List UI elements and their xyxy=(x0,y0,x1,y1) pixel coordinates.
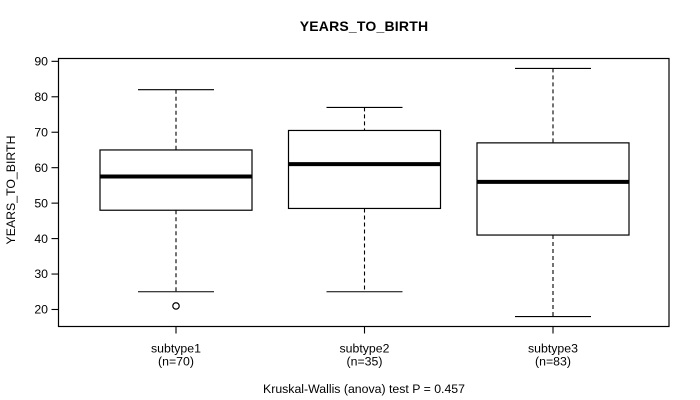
iqr-box xyxy=(99,149,253,211)
x-tick-label: subtype2 xyxy=(340,342,390,356)
x-tick-sublabel: (n=35) xyxy=(347,355,383,369)
x-tick-sublabel: (n=83) xyxy=(535,355,571,369)
y-tick-label: 20 xyxy=(34,303,48,317)
stats-footnote: Kruskal-Wallis (anova) test P = 0.457 xyxy=(263,382,465,396)
x-tick-label: subtype1 xyxy=(151,342,201,356)
iqr-box xyxy=(476,142,630,236)
y-tick-label: 50 xyxy=(34,196,48,210)
x-tick-label: subtype3 xyxy=(528,342,578,356)
y-tick-label: 80 xyxy=(34,90,48,104)
chart-title: YEARS_TO_BIRTH xyxy=(299,18,429,34)
y-tick-label: 30 xyxy=(34,267,48,281)
iqr-box xyxy=(287,129,442,210)
y-tick-label: 70 xyxy=(34,125,48,139)
y-tick-label: 90 xyxy=(34,55,48,69)
plot-frame xyxy=(57,57,670,328)
y-tick-label: 40 xyxy=(34,232,48,246)
outlier-point xyxy=(172,302,180,310)
x-tick-sublabel: (n=70) xyxy=(158,355,194,369)
y-tick-label: 60 xyxy=(34,161,48,175)
